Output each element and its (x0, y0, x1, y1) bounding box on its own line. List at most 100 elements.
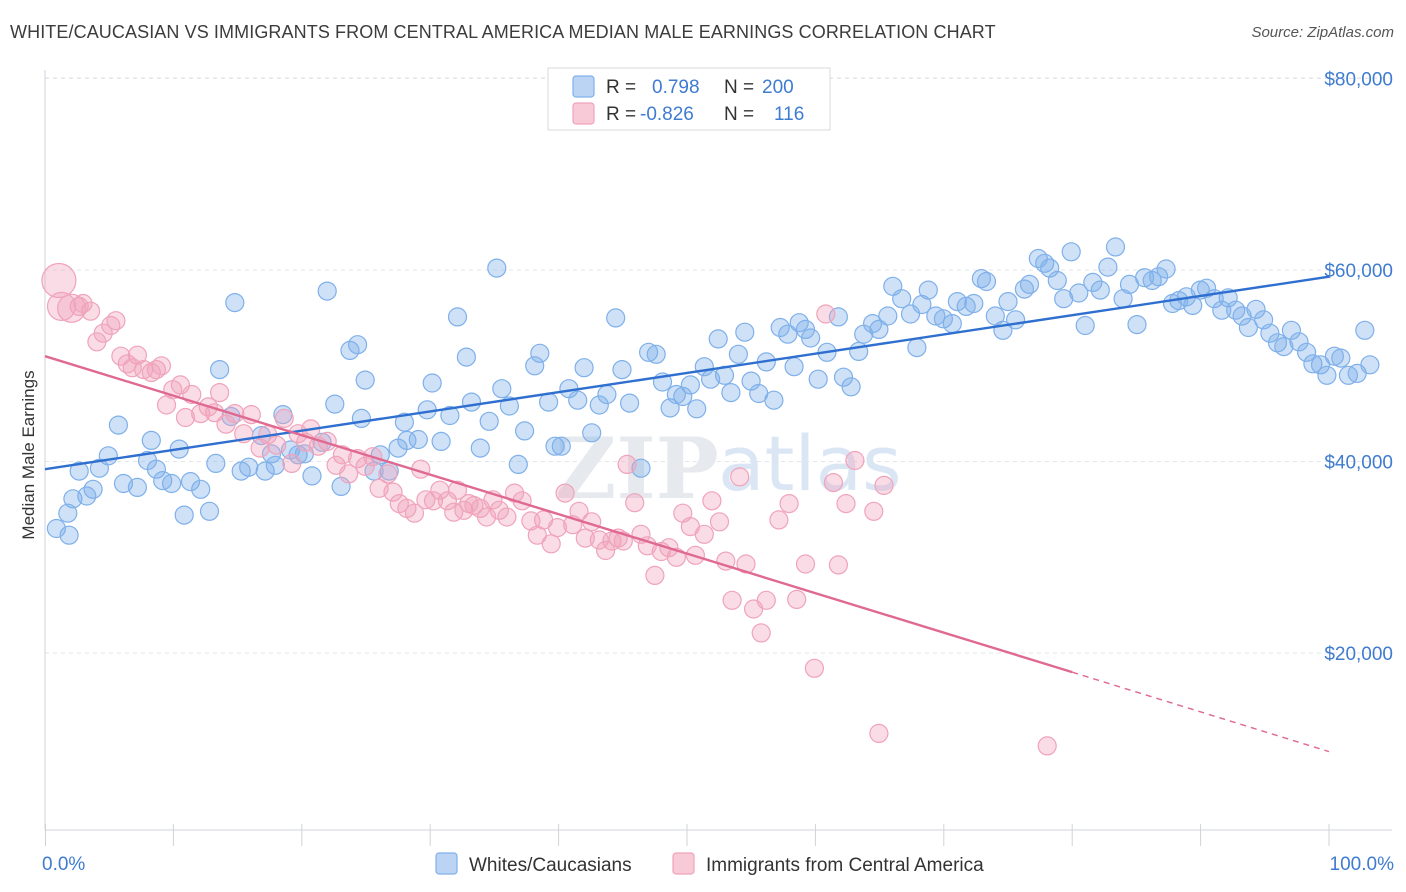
whites-point (680, 375, 701, 395)
whites-point (918, 280, 938, 300)
whites-point (499, 396, 519, 416)
immigrants-point (93, 323, 113, 343)
source-credit: Source: ZipAtlas.com (1251, 24, 1394, 41)
whites-point (210, 360, 230, 380)
y-tick-label: $80,000 (1324, 70, 1393, 91)
whites-point (1238, 317, 1259, 338)
y-tick-label: $60,000 (1324, 261, 1393, 282)
immigrants-point (779, 494, 799, 514)
y-axis-tick-labels: $20,000 $40,000 $60,000 $80,000 (1324, 70, 1393, 666)
immigrants-point (804, 658, 825, 678)
whites-point (687, 399, 707, 419)
whites-point (1105, 237, 1126, 257)
correlation-legend: R = 0.798 N = 200 R = -0.826 N = 116 (547, 67, 831, 131)
whites-point (1196, 278, 1217, 298)
immigrants-point (416, 490, 436, 510)
whites-point (1355, 320, 1375, 340)
whites-point (191, 479, 211, 499)
whites-point (1303, 354, 1323, 374)
chart-title: WHITE/CAUCASIAN VS IMMIGRANTS FROM CENTR… (10, 22, 996, 42)
y-tick-label: $20,000 (1324, 644, 1393, 665)
immigrants-point (80, 301, 101, 321)
whites-point (1005, 310, 1026, 330)
whites-point (1047, 270, 1067, 291)
x-tick-label-left: 0.0% (42, 854, 85, 875)
whites-point (456, 347, 476, 367)
whites-point (180, 472, 201, 492)
whites-point (878, 306, 898, 326)
immigrants-point (437, 491, 457, 511)
whites-point (1069, 283, 1089, 303)
series-immigrants-points (41, 262, 1057, 756)
whites-point (162, 473, 182, 494)
whites-point (146, 459, 166, 479)
immigrants-point (625, 493, 645, 513)
whites-point (461, 392, 482, 412)
legend-n-label-whites: N = (724, 77, 754, 98)
legend-r-label-immigrants: R = (606, 104, 636, 125)
y-tick-label: $40,000 (1324, 453, 1393, 474)
immigrants-point (869, 723, 889, 744)
whites-point (942, 314, 962, 334)
whites-point (487, 258, 507, 278)
immigrants-point (709, 512, 730, 532)
immigrants-point (795, 554, 816, 574)
legend-r-label-whites: R = (606, 77, 636, 98)
whites-point (1310, 355, 1331, 375)
y-axis-label: Median Male Earnings (19, 370, 38, 539)
x-tick-label-right: 100.0% (1330, 854, 1395, 875)
whites-point (638, 342, 659, 362)
whites-point (351, 408, 371, 428)
whites-point (1212, 300, 1232, 320)
whites-point (1246, 299, 1266, 319)
whites-point (525, 356, 545, 376)
immigrants-point (816, 304, 836, 324)
immigrants-point (355, 456, 375, 476)
whites-point (964, 293, 984, 314)
whites-point (735, 322, 755, 342)
legend-r-value-whites: 0.798 (652, 77, 700, 98)
immigrants-point (73, 293, 93, 314)
whites-point (58, 503, 78, 523)
whites-point (1156, 259, 1176, 279)
whites-point (673, 386, 693, 406)
whites-point (1260, 323, 1280, 343)
trend-lines (44, 275, 1330, 753)
series-legend: Whites/Caucasians Immigrants from Centra… (435, 852, 984, 876)
whites-point (612, 360, 632, 380)
whites-point (422, 373, 442, 393)
whites-point (447, 307, 468, 327)
immigrants-point (41, 262, 77, 299)
watermark-atlas: atlas (718, 419, 902, 508)
immigrants-point (769, 510, 789, 530)
immigrants-point (702, 491, 722, 511)
whites-point (545, 436, 565, 456)
immigrants-point (845, 450, 865, 471)
whites-point (127, 477, 147, 497)
whites-point (828, 307, 849, 327)
legend-r-value-immigrants: -0.826 (640, 104, 694, 125)
whites-point (1289, 332, 1309, 352)
whites-point (1083, 272, 1103, 292)
immigrants-point (823, 473, 844, 493)
bottom-legend-label-whites: Whites/Caucasians (469, 855, 632, 876)
whites-point (1281, 320, 1302, 340)
whites-point (206, 453, 226, 473)
whites-point (98, 446, 118, 466)
whites-point (530, 343, 550, 363)
whites-point (239, 457, 259, 477)
whites-point (479, 411, 499, 431)
whites-point (1274, 337, 1294, 357)
immigrants-point (504, 483, 525, 503)
whites-point (370, 445, 390, 465)
whites-point (508, 454, 528, 474)
whites-point (551, 436, 571, 456)
whites-point (933, 309, 954, 329)
immigrants-point (595, 540, 616, 561)
whites-point (892, 289, 912, 309)
immigrants-point (383, 482, 403, 502)
whites-point (1360, 355, 1380, 375)
immigrants-point (111, 346, 131, 366)
whites-point (1019, 274, 1040, 294)
whites-point (408, 429, 428, 450)
